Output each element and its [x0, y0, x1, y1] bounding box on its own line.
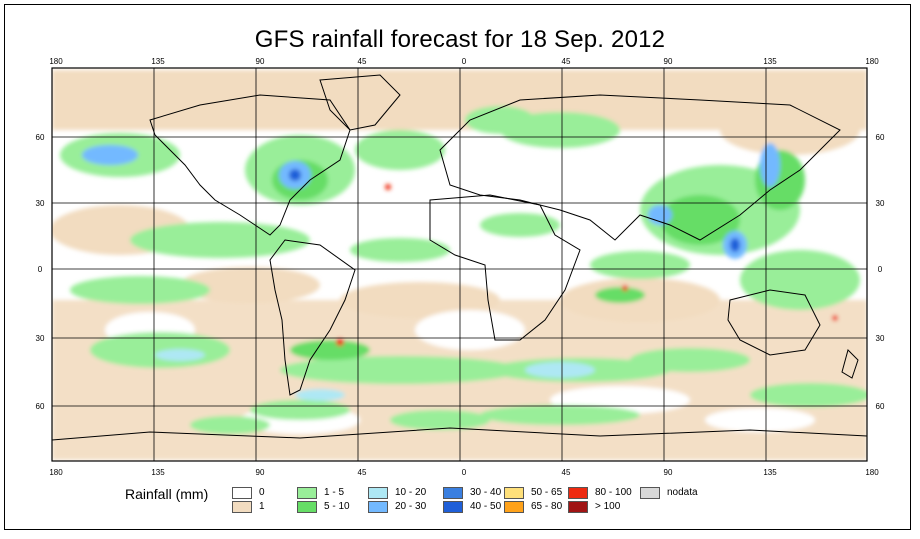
lon-tick-label-bottom: 180	[49, 468, 63, 477]
legend-swatch	[297, 500, 317, 513]
lon-tick-label-bottom: 45	[562, 468, 571, 477]
legend-item: 40 - 50	[443, 500, 501, 513]
legend-swatch	[504, 500, 524, 513]
lat-tick-label-left: 60	[36, 133, 45, 142]
legend-label: 30 - 40	[470, 487, 502, 498]
map-title: GFS rainfall forecast for 18 Sep. 2012	[254, 26, 666, 53]
legend-item: 1 - 5	[297, 486, 344, 499]
legend-item: 80 - 100	[568, 486, 632, 499]
legend-item: 65 - 80	[504, 500, 562, 513]
legend-label: 20 - 30	[395, 501, 427, 512]
legend-label: 0	[259, 487, 265, 498]
lon-tick-label-bottom: 90	[664, 468, 673, 477]
legend-item: 20 - 30	[368, 500, 426, 513]
eurasia-outline	[439, 94, 841, 241]
lat-tick-label-left: 0	[38, 265, 43, 274]
legend-swatch	[568, 486, 588, 499]
legend-swatch	[297, 486, 317, 499]
legend-item: 10 - 20	[368, 486, 426, 499]
figure-frame	[4, 4, 911, 530]
legend-item: > 100	[568, 500, 620, 513]
legend-swatch	[640, 486, 660, 499]
lat-tick-label-right: 30	[876, 199, 885, 208]
legend-item: 5 - 10	[297, 500, 350, 513]
legend-item: nodata	[640, 486, 698, 499]
legend-item: 50 - 65	[504, 486, 562, 499]
legend-swatch	[232, 500, 252, 513]
lon-tick-label-top: 135	[763, 57, 777, 66]
legend-label: 65 - 80	[531, 501, 563, 512]
longitude-ticks-top: 180 135 90 45 0 45 90 135 180	[49, 57, 879, 66]
legend-label: > 100	[595, 501, 621, 512]
lat-tick-label-right: 60	[876, 402, 885, 411]
lat-tick-label-left: 60	[36, 402, 45, 411]
legend-label: 50 - 65	[531, 487, 563, 498]
lon-tick-label-top: 180	[49, 57, 63, 66]
antarctica-outline	[52, 427, 867, 441]
legend-label: 1 - 5	[324, 487, 345, 498]
lon-tick-label-bottom: 135	[763, 468, 777, 477]
legend-swatch	[568, 500, 588, 513]
lon-tick-label-top: 45	[562, 57, 571, 66]
legend-swatch	[368, 486, 388, 499]
lon-tick-label-top: 90	[664, 57, 673, 66]
north-america-outline	[149, 94, 351, 236]
lon-tick-label-bottom: 180	[865, 468, 879, 477]
legend-swatch	[443, 500, 463, 513]
legend-item: 0	[232, 486, 265, 499]
lon-tick-label-top: 135	[151, 57, 165, 66]
legend-label: 40 - 50	[470, 501, 502, 512]
lon-tick-label-bottom: 45	[358, 468, 367, 477]
legend-item: 30 - 40	[443, 486, 501, 499]
legend-label: 80 - 100	[595, 487, 632, 498]
lon-tick-label-bottom: 0	[462, 468, 467, 477]
latitude-ticks-left: 60 30 0 30 60	[36, 133, 45, 411]
lon-tick-label-top: 90	[256, 57, 265, 66]
graticule	[52, 68, 867, 461]
new-zealand-outline	[841, 349, 859, 379]
legend-swatch	[232, 486, 252, 499]
legend-label: nodata	[667, 487, 698, 498]
map-border	[51, 67, 868, 462]
lat-tick-label-left: 30	[36, 199, 45, 208]
legend-title: Rainfall (mm)	[125, 486, 209, 502]
lat-tick-label-left: 30	[36, 334, 45, 343]
latitude-ticks-right: 60 30 0 30 60	[876, 133, 885, 411]
legend-label: 1	[259, 501, 265, 512]
longitude-ticks-bottom: 180 135 90 45 0 45 90 135 180	[49, 468, 879, 477]
south-america-outline	[269, 239, 356, 396]
legend-item: 1	[232, 500, 265, 513]
lon-tick-label-top: 45	[358, 57, 367, 66]
lon-tick-label-top: 180	[865, 57, 879, 66]
australia-outline	[727, 289, 821, 356]
lon-tick-label-bottom: 90	[256, 468, 265, 477]
legend-swatch	[368, 500, 388, 513]
lat-tick-label-right: 0	[878, 265, 883, 274]
legend-label: 5 - 10	[324, 501, 350, 512]
lat-tick-label-right: 30	[876, 334, 885, 343]
legend-swatch	[443, 486, 463, 499]
lon-tick-label-top: 0	[462, 57, 467, 66]
legend-swatch	[504, 486, 524, 499]
lat-tick-label-right: 60	[876, 133, 885, 142]
lon-tick-label-bottom: 135	[151, 468, 165, 477]
greenland-outline	[319, 74, 401, 131]
legend-label: 10 - 20	[395, 487, 427, 498]
